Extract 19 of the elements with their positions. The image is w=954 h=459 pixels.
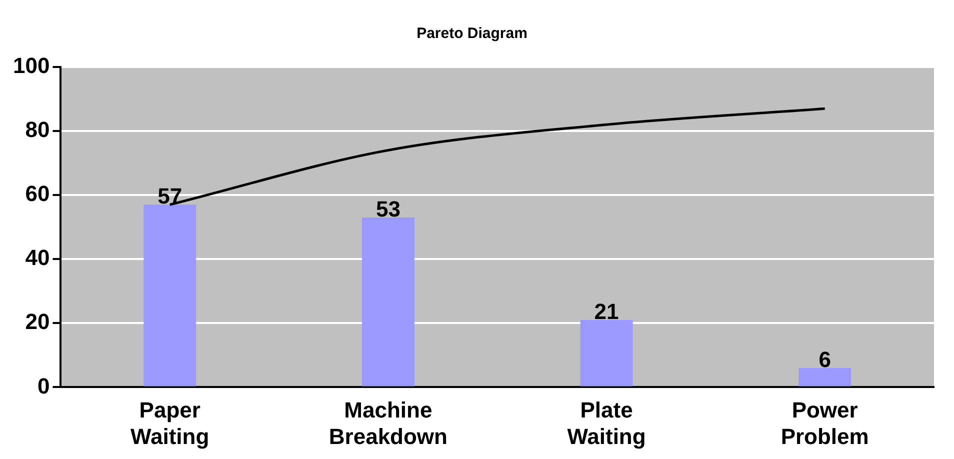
bar: [362, 217, 414, 386]
y-tick-label: 100: [12, 53, 50, 78]
y-tick-label: 80: [25, 117, 50, 142]
x-tick-label: Power Problem: [780, 397, 869, 449]
y-tick-label: 60: [25, 181, 50, 206]
y-tick-label: 40: [25, 245, 50, 270]
bar: [144, 204, 196, 386]
x-tick-label: Plate Waiting: [567, 397, 646, 449]
data-label: 21: [594, 299, 619, 324]
x-tick-label: Machine Breakdown: [328, 397, 448, 449]
bar: [580, 320, 633, 386]
x-tick-label: Paper Waiting: [130, 397, 210, 449]
chart-title: Pareto Diagram: [416, 25, 528, 42]
data-label: 57: [158, 184, 182, 209]
bar: [798, 368, 852, 386]
y-tick-label: 0: [37, 373, 50, 398]
y-tick-label: 20: [25, 309, 50, 334]
data-label: 53: [376, 196, 400, 222]
data-label: 6: [818, 347, 831, 372]
